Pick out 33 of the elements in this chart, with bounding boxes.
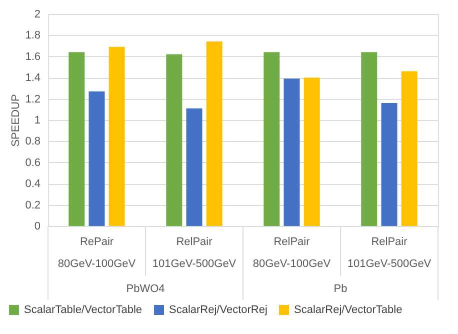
y-tick-label: 0.2 [25,199,40,212]
x-tick-label: RelPair 80GeV-100GeV [252,236,332,270]
x-tick-label: RePair 80GeV-100GeV [58,236,136,270]
bar [264,52,280,226]
y-tick-label: 0.6 [25,156,40,169]
bar [108,46,125,226]
y-tick-label: 1.6 [25,50,40,63]
y-tick-label: 1.2 [25,93,40,106]
y-tick-label: 2 [34,8,40,20]
bar [88,91,105,226]
bar [186,108,202,226]
text: PbWO4 [126,283,165,295]
bar [166,54,182,226]
legend-label: ScalarRej/VectorTable [294,304,402,316]
bar [284,78,300,226]
bar [304,78,320,226]
y-tick-label: 0.8 [25,136,40,148]
text: Pb [334,283,348,295]
legend-label: ScalarRej/VectorRej [169,304,268,316]
x-tick-label: RelPair 101GeV-500GeV [152,236,237,270]
y-axis-title: SPEEDUP [10,94,22,147]
y-tick-label: 1.8 [25,30,40,42]
bar [381,103,398,226]
y-tick-label: 0.4 [25,178,40,190]
bar [401,71,418,226]
bar [206,42,222,226]
y-tick-label: 1.4 [25,72,40,84]
y-tick-label: 1 [34,114,40,126]
bar [68,52,85,226]
legend-label: ScalarTable/VectorTable [24,304,142,316]
y-tick-label: 0 [34,220,40,232]
x-tick-label: RelPair 101GeV-500GeV [347,236,432,270]
bar [361,52,378,226]
